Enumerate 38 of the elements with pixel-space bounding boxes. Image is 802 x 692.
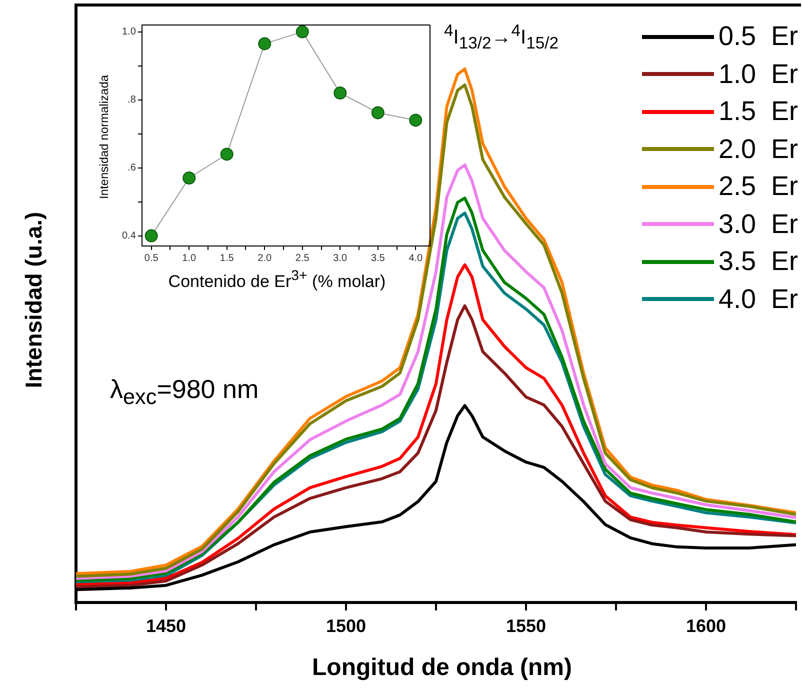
x-tick-label: 2.5 (295, 252, 310, 264)
x-tick-label: 0.5 (144, 252, 159, 264)
point (258, 37, 272, 50)
y-tick-label: .6 (128, 162, 136, 174)
x-tick-label: 4.0 (408, 252, 424, 264)
x-tick-label: 3.5 (370, 252, 386, 264)
x-axis-title: Contenido de Er$^{3+}$ (% molar) (168, 268, 386, 292)
point (371, 106, 384, 120)
x-tick-label: 1450 (146, 616, 186, 636)
x-tick-label: 1600 (686, 616, 726, 636)
point (334, 86, 347, 100)
legend-label: 3.0 Er (718, 208, 799, 240)
x-tick-label: 1.0 (182, 252, 196, 264)
x-tick-label: 1550 (506, 616, 546, 636)
x-tick-label: 3.0 (333, 252, 348, 264)
legend-label: 2.0 Er (718, 134, 799, 165)
legend-label: 2.5 Er (718, 171, 799, 202)
legend-label: 1.0 Er (718, 58, 799, 90)
legend-label: 3.5 Er (718, 246, 799, 278)
legend-label: 1.5 Er (718, 96, 799, 128)
y-tick-label: .8 (128, 94, 136, 106)
text: $^{4}$I$_{13/2}$→$^{4}$I$_{15/2}$ (444, 21, 558, 53)
point (182, 172, 196, 184)
x-axis-title: Longitud de onda (nm) (312, 654, 572, 682)
annotation: λ$_{exc}$=980 nm (110, 374, 259, 410)
y-tick-label: 1.0 (122, 26, 136, 38)
point (296, 25, 309, 38)
legend-label: 4.0 Er (718, 284, 799, 315)
x-tick-label: 2.0 (258, 252, 272, 264)
x-tick-label: 1500 (326, 616, 366, 636)
y-tick-label: 0.4 (122, 230, 136, 242)
y-axis-title: Intensidad normalizada (97, 74, 111, 200)
point (220, 148, 234, 161)
y-axis-title: Intensidad (u.a.) (20, 212, 48, 388)
point (144, 229, 158, 242)
x-tick-label: 1.5 (220, 252, 234, 264)
legend-label: 0.5 Er (718, 21, 799, 52)
point (409, 114, 422, 127)
